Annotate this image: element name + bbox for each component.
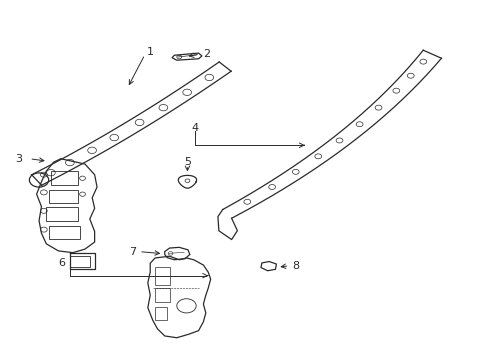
Bar [155, 288, 169, 302]
Bar [155, 267, 169, 284]
Bar [51, 171, 78, 185]
Text: 6: 6 [58, 258, 65, 268]
Text: 3: 3 [15, 154, 21, 164]
Text: 5: 5 [183, 157, 190, 167]
Bar [49, 226, 80, 239]
Bar [155, 306, 167, 320]
Text: 1: 1 [146, 47, 153, 57]
Text: 8: 8 [291, 261, 298, 271]
Bar [70, 256, 90, 267]
Bar [49, 190, 78, 203]
Text: 7: 7 [128, 247, 136, 257]
Bar [46, 207, 78, 221]
Text: 2: 2 [203, 49, 210, 59]
Text: 4: 4 [191, 122, 198, 132]
